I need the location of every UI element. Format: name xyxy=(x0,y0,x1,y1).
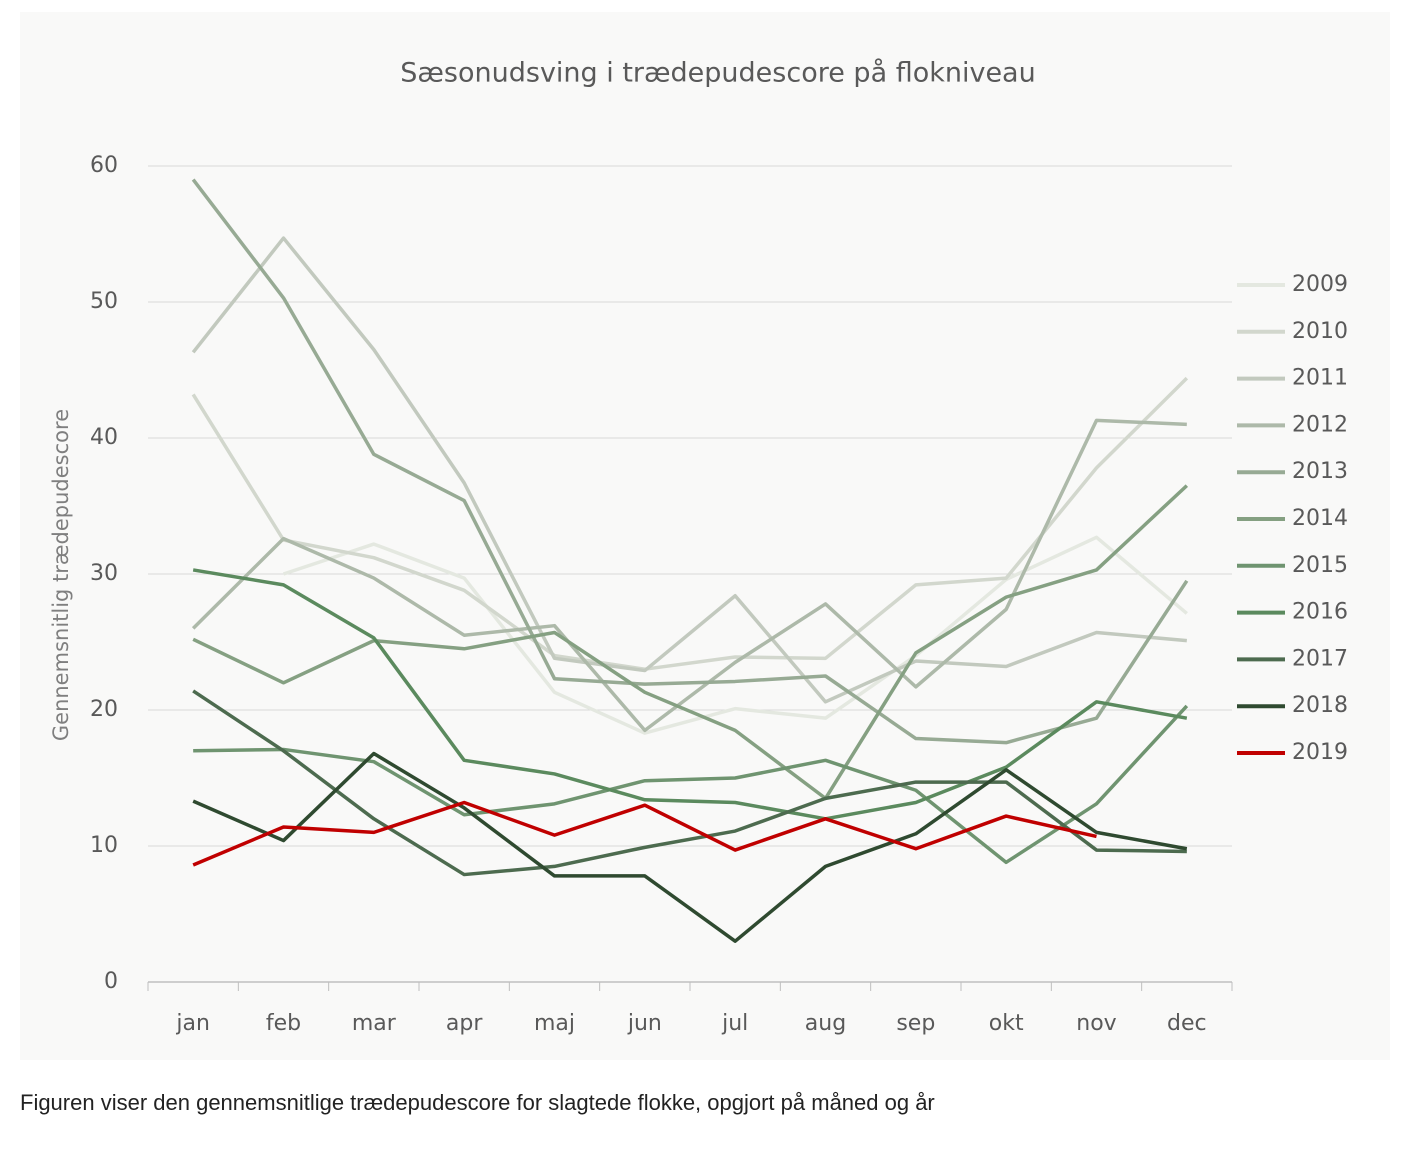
y-tick-label: 50 xyxy=(90,289,118,314)
x-tick-label: jan xyxy=(175,1011,210,1036)
legend-label: 2017 xyxy=(1292,646,1348,671)
series-line xyxy=(191,236,1187,704)
y-tick-label: 40 xyxy=(90,425,118,450)
legend-label: 2018 xyxy=(1292,693,1348,718)
legend-label: 2010 xyxy=(1292,319,1348,344)
series-line xyxy=(192,484,1189,801)
series-line xyxy=(192,800,1097,867)
x-tick-label: maj xyxy=(534,1011,575,1036)
y-tick-label: 60 xyxy=(90,153,118,178)
x-tick-label: jul xyxy=(721,1011,748,1036)
series-line xyxy=(193,704,1189,865)
series-line xyxy=(192,568,1188,821)
legend-label: 2012 xyxy=(1292,412,1348,437)
chart-title: Sæsonudsving i trædepudescore på flokniv… xyxy=(400,58,1035,89)
legend-label: 2016 xyxy=(1292,600,1348,625)
x-tick-label: mar xyxy=(352,1011,397,1036)
legend-label: 2011 xyxy=(1292,366,1348,391)
series-line xyxy=(191,418,1187,733)
y-tick-label: 30 xyxy=(90,561,118,586)
chart-background xyxy=(20,12,1390,1060)
y-axis-label: Gennemsnitlig trædepudescore xyxy=(49,409,73,741)
legend-label: 2013 xyxy=(1292,459,1348,484)
series-line xyxy=(191,178,1189,745)
series-line xyxy=(192,751,1188,943)
x-tick-label: okt xyxy=(989,1011,1024,1036)
series-line xyxy=(282,535,1188,735)
x-tick-label: dec xyxy=(1167,1011,1207,1036)
x-tick-label: nov xyxy=(1076,1011,1116,1036)
x-tick-label: feb xyxy=(266,1011,301,1036)
x-tick-label: sep xyxy=(896,1011,935,1036)
legend-label: 2009 xyxy=(1292,272,1348,297)
x-tick-label: apr xyxy=(446,1011,483,1036)
legend-label: 2014 xyxy=(1292,506,1348,531)
y-tick-label: 10 xyxy=(90,833,118,858)
x-tick-label: aug xyxy=(805,1011,846,1036)
legend-label: 2015 xyxy=(1292,553,1348,578)
series-line xyxy=(192,689,1187,877)
legend-label: 2019 xyxy=(1292,740,1348,765)
y-tick-label: 0 xyxy=(104,969,118,994)
y-tick-label: 20 xyxy=(90,697,118,722)
caption: Figuren viser den gennemsnitlige trædepu… xyxy=(20,1090,935,1115)
chart: Sæsonudsving i trædepudescore på flokniv… xyxy=(20,12,1390,1060)
x-tick-label: jun xyxy=(627,1011,662,1036)
series-line xyxy=(191,376,1189,671)
